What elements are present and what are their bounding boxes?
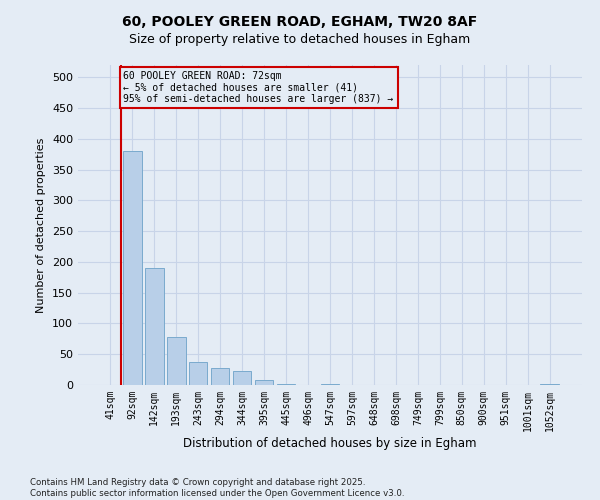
Bar bbox=[211, 368, 229, 385]
Bar bbox=[145, 268, 164, 385]
Text: Contains HM Land Registry data © Crown copyright and database right 2025.
Contai: Contains HM Land Registry data © Crown c… bbox=[30, 478, 404, 498]
Bar bbox=[320, 384, 340, 385]
X-axis label: Distribution of detached houses by size in Egham: Distribution of detached houses by size … bbox=[183, 436, 477, 450]
Bar bbox=[189, 362, 208, 385]
Bar bbox=[255, 380, 274, 385]
Bar bbox=[123, 151, 142, 385]
Text: 60 POOLEY GREEN ROAD: 72sqm
← 5% of detached houses are smaller (41)
95% of semi: 60 POOLEY GREEN ROAD: 72sqm ← 5% of deta… bbox=[124, 71, 394, 104]
Bar bbox=[233, 372, 251, 385]
Bar bbox=[167, 337, 185, 385]
Bar bbox=[541, 384, 559, 385]
Bar bbox=[277, 384, 295, 385]
Text: 60, POOLEY GREEN ROAD, EGHAM, TW20 8AF: 60, POOLEY GREEN ROAD, EGHAM, TW20 8AF bbox=[122, 15, 478, 29]
Y-axis label: Number of detached properties: Number of detached properties bbox=[37, 138, 46, 312]
Text: Size of property relative to detached houses in Egham: Size of property relative to detached ho… bbox=[130, 32, 470, 46]
